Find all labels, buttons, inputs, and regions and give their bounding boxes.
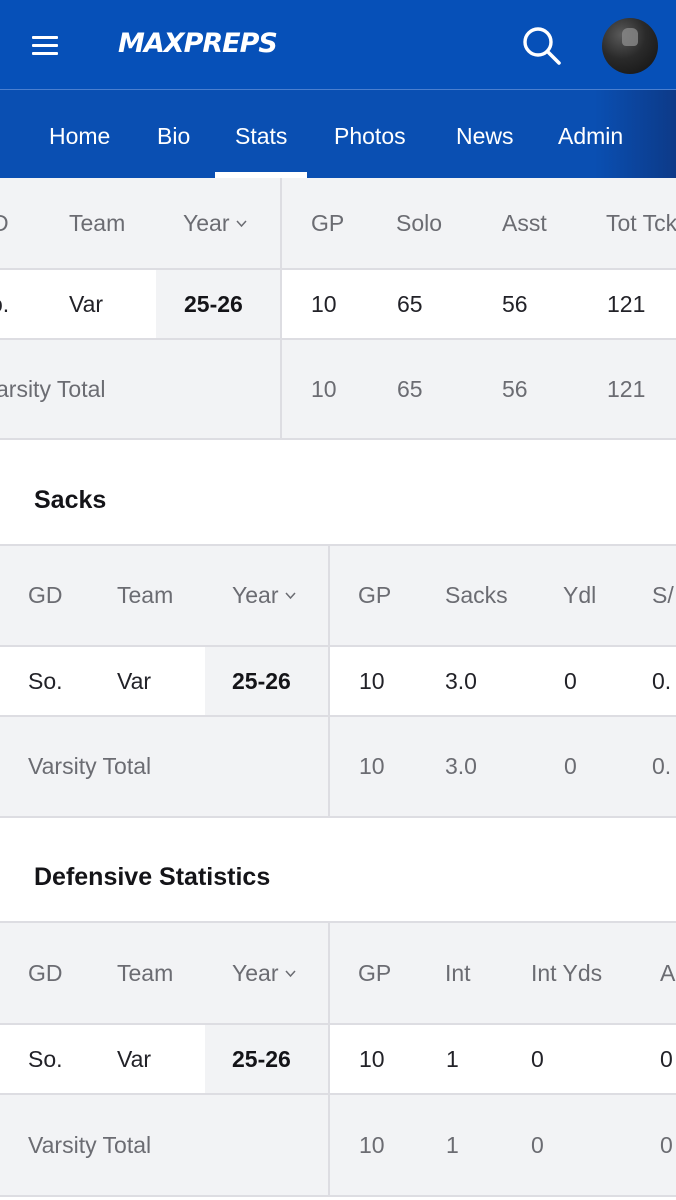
col-gd[interactable]: GD [28, 582, 63, 608]
cell-total-label: arsity Total [0, 375, 106, 402]
column-divider [280, 178, 282, 440]
cell-total-label: Varsity Total [28, 1131, 152, 1158]
col-s-per[interactable]: S/ [652, 582, 674, 608]
cell-asst: 56 [502, 375, 528, 402]
cell-gp: 10 [359, 1045, 385, 1072]
table-header-row: GD Team Year GP Int Int Yds A [0, 921, 676, 1025]
tab-bio[interactable]: Bio [157, 123, 191, 149]
hamburger-menu-icon[interactable] [32, 34, 58, 56]
col-team[interactable]: Team [117, 582, 174, 608]
cell-total-label: Varsity Total [28, 753, 152, 779]
cell-s-per: 0. [652, 753, 672, 779]
col-tot-tck[interactable]: Tot Tck [606, 209, 676, 236]
cell-int: 1 [446, 1045, 459, 1072]
table-row: o. Var 25-26 10 65 56 121 [0, 270, 676, 340]
cell-gp: 10 [311, 375, 337, 402]
col-year-label: Year [183, 209, 230, 236]
maxpreps-logo[interactable]: MAXPREPS [118, 22, 278, 68]
cell-gd: So. [28, 1045, 63, 1072]
cell-s-per: 0. [652, 667, 672, 694]
col-gd[interactable]: D [0, 209, 9, 236]
col-ydl[interactable]: Ydl [563, 582, 597, 608]
table-row: So. Var 25-26 10 1 0 0 [0, 1025, 676, 1095]
section-title-defensive-statistics: Defensive Statistics [34, 863, 271, 891]
col-team[interactable]: Team [69, 209, 126, 236]
cell-year[interactable]: 25-26 [184, 290, 243, 317]
col-team[interactable]: Team [117, 959, 174, 986]
col-year-label: Year [232, 959, 279, 986]
col-year[interactable]: Year [183, 178, 248, 268]
cell-year[interactable]: 25-26 [232, 1045, 291, 1072]
cell-team: Var [69, 290, 104, 317]
cell-tot-tck: 121 [607, 290, 646, 317]
table-header-row: GD Team Year GP Sacks Ydl S/ [0, 544, 676, 647]
col-year[interactable]: Year [232, 923, 297, 1023]
cell-ydl: 0 [564, 667, 577, 694]
table-total-row: Varsity Total 10 1 0 0 [0, 1095, 676, 1197]
col-sacks[interactable]: Sacks [445, 582, 508, 608]
top-bar: MAXPREPS [0, 0, 676, 90]
section-title-sacks: Sacks [34, 486, 107, 514]
cell-sacks: 3.0 [445, 667, 477, 694]
cell-gd: So. [28, 667, 63, 694]
col-gd[interactable]: GD [28, 959, 63, 986]
tab-stats[interactable]: Stats [214, 90, 309, 178]
cell-solo: 65 [397, 375, 423, 402]
col-year[interactable]: Year [232, 546, 297, 645]
col-int[interactable]: Int [445, 959, 471, 986]
tab-admin[interactable]: Admin [558, 123, 624, 149]
cell-gd: o. [0, 290, 10, 317]
col-asst[interactable]: Asst [502, 209, 547, 236]
cell-tot-tck: 121 [607, 375, 646, 402]
cell-gp: 10 [359, 667, 385, 694]
cell-gp: 10 [311, 290, 337, 317]
cell-year[interactable]: 25-26 [232, 667, 291, 694]
cell-ydl: 0 [564, 753, 577, 779]
table-total-row: arsity Total 10 65 56 121 [0, 340, 676, 440]
user-avatar[interactable] [602, 18, 658, 74]
tab-home[interactable]: Home [49, 123, 111, 149]
cell-team: Var [117, 1045, 152, 1072]
table-total-row: Varsity Total 10 3.0 0 0. [0, 717, 676, 818]
col-int-yds[interactable]: Int Yds [531, 959, 603, 986]
table-header-row: D Team Year GP Solo Asst Tot Tck [0, 178, 676, 270]
col-year-label: Year [232, 582, 279, 608]
column-divider [328, 921, 330, 1197]
sacks-table[interactable]: GD Team Year GP Sacks Ydl S/ So. Var 25-… [0, 544, 676, 818]
cell-sacks: 3.0 [445, 753, 477, 779]
cell-int: 1 [446, 1131, 459, 1158]
profile-nav: Home Bio Stats Photos News Admin [0, 90, 676, 178]
cell-asst: 56 [502, 290, 528, 317]
table-row: So. Var 25-26 10 3.0 0 0. [0, 647, 676, 717]
cell-a: 0 [660, 1131, 673, 1158]
logo-text: MAXPREPS [118, 28, 278, 59]
cell-gp: 10 [359, 753, 385, 779]
chevron-down-icon [285, 969, 297, 977]
chevron-down-icon [236, 219, 248, 227]
chevron-down-icon [285, 592, 297, 600]
tackles-table[interactable]: D Team Year GP Solo Asst Tot Tck o. Var … [0, 178, 676, 440]
cell-int-yds: 0 [531, 1045, 544, 1072]
cell-solo: 65 [397, 290, 423, 317]
col-gp[interactable]: GP [358, 582, 392, 608]
column-divider [328, 544, 330, 818]
col-gp[interactable]: GP [358, 959, 392, 986]
col-a[interactable]: A [660, 959, 676, 986]
search-icon[interactable] [520, 24, 562, 66]
cell-gp: 10 [359, 1131, 385, 1158]
cell-a: 0 [660, 1045, 673, 1072]
cell-team: Var [117, 667, 152, 694]
defensive-table[interactable]: GD Team Year GP Int Int Yds A So. Var 25… [0, 921, 676, 1197]
cell-int-yds: 0 [531, 1131, 544, 1158]
tab-photos[interactable]: Photos [334, 123, 406, 149]
tab-news[interactable]: News [456, 123, 514, 149]
col-gp[interactable]: GP [311, 209, 345, 236]
col-solo[interactable]: Solo [396, 209, 443, 236]
